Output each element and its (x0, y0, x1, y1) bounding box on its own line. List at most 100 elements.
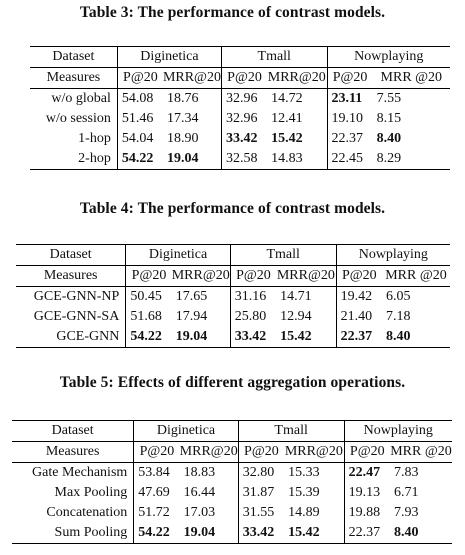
table-cell: 33.42 (238, 523, 285, 544)
table-cell: 54.04 (121, 131, 154, 146)
table-cell: 15.33 (284, 462, 345, 483)
table-cell: 19.10 (331, 111, 364, 126)
measure-label: MRR @20 (389, 441, 452, 463)
table-cell: 19.42 (336, 286, 383, 307)
dataset-name: Nowplaying (344, 420, 452, 442)
table-cell: 51.46 (121, 111, 154, 126)
row-label: Max Pooling (12, 483, 135, 503)
measures-header: Measures (30, 67, 118, 89)
table-cell: 22.47 (344, 462, 390, 483)
table-cell: 51.72 (138, 505, 170, 520)
table-row: w/o global 54.08 18.76 32.96 14.72 23.11 7.55 (30, 88, 450, 109)
measure-label: MRR@20 (276, 265, 337, 287)
table4-caption: Table 4: The performance of contrast mod… (79, 200, 386, 217)
measure-label: MRR @20 (382, 265, 450, 287)
table4-body: GCE-GNN-NP 50.45 17.65 31.16 14.71 19.42 6.05 G… (16, 286, 450, 348)
table-row: GCE-GNN-SA 51.68 17.94 25.80 12.94 21.40 7.18 (16, 307, 450, 327)
table-cell: 22.37 (336, 327, 383, 348)
table-cell: 18.76 (162, 88, 222, 109)
table-cell: 19.88 (348, 505, 381, 520)
table-row: GCE-GNN 54.22 19.04 33.42 15.42 22.37 8.40 (16, 327, 450, 348)
table-row: 2-hop 54.22 19.04 32.58 14.83 22.45 8.29 (30, 149, 450, 170)
table-cell: 17.34 (162, 109, 222, 129)
table-cell: 21.40 (340, 309, 373, 324)
table-cell: 22.37 (331, 131, 364, 146)
table-cell: 8.40 (376, 131, 402, 146)
table-cell: 7.83 (389, 462, 452, 483)
table-cell: 15.39 (284, 483, 345, 503)
table-cell: 47.69 (138, 485, 170, 500)
table-cell: 32.80 (238, 462, 285, 483)
table-cell: 8.15 (376, 111, 402, 126)
measure-label: MRR@20 (171, 265, 231, 287)
table-cell: 8.29 (372, 149, 450, 170)
table-cell: 7.93 (393, 505, 419, 520)
dataset-name: Diginetica (117, 46, 222, 68)
measure-label: MRR @20 (372, 67, 450, 89)
dataset-name: Tmall (238, 420, 345, 442)
table-row: 1-hop 54.04 18.90 33.42 15.42 22.37 8.40 (30, 129, 450, 149)
row-label: GCE-GNN-NP (16, 286, 127, 307)
row-label: 2-hop (30, 149, 118, 170)
table-cell: 18.83 (179, 462, 239, 483)
measure-label: P@20 (133, 441, 180, 463)
table-cell: 12.94 (276, 307, 337, 327)
table-cell: 19.04 (179, 523, 239, 544)
measure-label: P@20 (221, 67, 268, 89)
table-cell: 22.45 (327, 149, 373, 170)
measure-label: P@20 (238, 441, 285, 463)
table-cell: 19.13 (348, 485, 381, 500)
table5-caption: Table 5: Effects of different aggregatio… (59, 374, 406, 391)
measure-label: MRR@20 (267, 67, 328, 89)
table-cell: 33.42 (225, 131, 258, 146)
table-cell: 22.37 (344, 523, 390, 544)
row-label: GCE-GNN (16, 327, 127, 348)
table-cell: 32.58 (221, 149, 268, 170)
table-cell: 17.65 (171, 286, 231, 307)
table3: Dataset Diginetica Tmall Nowplaying Meas… (30, 46, 450, 170)
table-cell: 32.96 (221, 88, 268, 109)
measure-label: MRR@20 (284, 441, 345, 463)
dataset-name: Diginetica (125, 244, 231, 266)
dataset-name: Nowplaying (327, 46, 450, 68)
table-cell: 25.80 (234, 309, 267, 324)
table-row: Concatenation 51.72 17.03 31.55 14.89 19.88 7.… (12, 503, 452, 523)
table-cell: 14.89 (284, 503, 345, 523)
table-row: Sum Pooling 54.22 19.04 33.42 15.42 22.37 8.40 (12, 523, 452, 544)
table-cell: 18.90 (162, 129, 222, 149)
table-cell: 53.84 (133, 462, 180, 483)
table-row: Max Pooling 47.69 16.44 31.87 15.39 19.13 6.71 (12, 483, 452, 503)
table-cell: 19.04 (171, 327, 231, 348)
row-label: w/o session (30, 109, 118, 129)
row-label: Concatenation (12, 503, 135, 523)
row-label: 1-hop (30, 129, 118, 149)
table-cell: 31.16 (230, 286, 277, 307)
dataset-name: Tmall (221, 46, 328, 68)
table-cell: 31.87 (242, 485, 275, 500)
table-cell: 6.05 (382, 286, 450, 307)
measure-label: P@20 (336, 265, 383, 287)
measure-label: P@20 (327, 67, 373, 89)
dataset-header: Dataset (30, 46, 118, 68)
table-cell: 51.68 (130, 309, 162, 324)
table-cell: 7.55 (372, 88, 450, 109)
table-cell: 14.72 (267, 88, 328, 109)
table-cell: 14.71 (276, 286, 337, 307)
table-row: w/o session 51.46 17.34 32.96 12.41 19.10 8.15 (30, 109, 450, 129)
measures-header: Measures (12, 441, 135, 463)
dataset-name: Nowplaying (336, 244, 450, 266)
measure-label: P@20 (230, 265, 277, 287)
table-cell: 54.08 (117, 88, 163, 109)
table-cell: 8.40 (382, 327, 450, 348)
measures-header: Measures (16, 265, 127, 287)
table-cell: 8.40 (389, 523, 452, 544)
table-cell: 15.42 (284, 523, 345, 544)
table3-caption: Table 3: The performance of contrast mod… (79, 4, 386, 21)
table-cell: 12.41 (267, 109, 328, 129)
table-cell: 17.94 (171, 307, 231, 327)
table-cell: 7.18 (386, 309, 411, 324)
table-cell: 54.22 (117, 149, 163, 170)
dataset-header: Dataset (12, 420, 135, 442)
table-cell: 54.22 (125, 327, 172, 348)
table-cell: 6.71 (393, 485, 419, 500)
